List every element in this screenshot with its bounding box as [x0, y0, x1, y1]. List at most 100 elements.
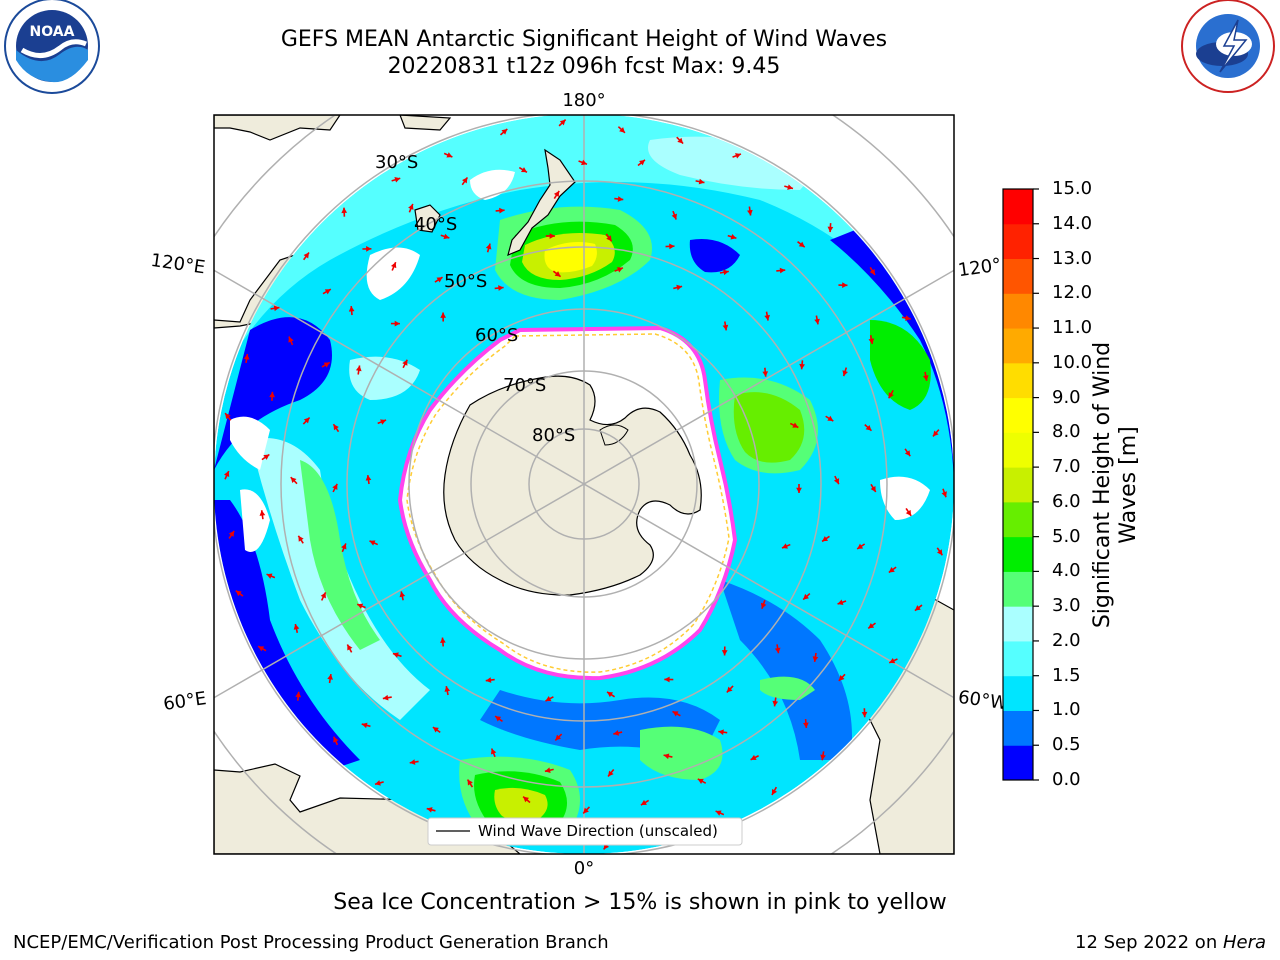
wave-arrow-head: [324, 289, 331, 295]
wave-arrow-head: [857, 543, 864, 549]
parallel-label-60s: 60°S: [475, 325, 518, 346]
wave-arrow-head: [327, 674, 333, 680]
wave-arrow-head: [382, 694, 389, 701]
wave-arrow-head: [868, 622, 875, 629]
wave-arrow-head: [498, 285, 504, 291]
colorbar-segment: [1003, 467, 1033, 503]
wave-arrow-head: [774, 647, 781, 654]
wave-arrow-head: [355, 365, 362, 372]
wave-arrow-head: [721, 650, 728, 656]
wave-arrow-head: [583, 807, 589, 814]
footer-date-text: 12 Sep 2022 on: [1075, 932, 1223, 953]
wave-arrow-head: [726, 686, 733, 693]
wave-arrow-head: [814, 318, 820, 325]
wave-arrow-head: [333, 736, 339, 743]
wave-arrow-head: [760, 602, 767, 609]
colorbar-segment: [1003, 223, 1033, 260]
wave-arrow-head: [796, 487, 802, 493]
wave-arrow-head: [671, 213, 678, 220]
wave-arrow-head: [904, 450, 911, 457]
meridian-label-120w: 120°: [957, 254, 1003, 281]
wave-arrow-head: [444, 686, 451, 692]
wave-arrow-head: [861, 711, 868, 718]
wave-arrow-head: [888, 392, 894, 399]
colorbar-segment: [1003, 675, 1033, 711]
colorbar-frame: [1002, 188, 1034, 781]
wave-arrow-head: [772, 700, 779, 707]
wave-arrow-head: [827, 226, 834, 233]
colorbar-segment: [1003, 362, 1033, 399]
wave-arrow-head: [369, 540, 376, 546]
wave-arrow-head: [723, 269, 729, 276]
wave-arrow-head: [235, 590, 242, 597]
new-zealand: [507, 148, 576, 257]
colorbar-tick-label: 11.0: [1052, 317, 1093, 339]
wave-arrow-head: [440, 637, 446, 644]
wave-arrow-head: [443, 233, 450, 240]
wave-arrow-head: [812, 656, 819, 662]
colorbar-title: Significant Height of Wind Waves [m]: [1090, 315, 1142, 655]
wave-arrow-head: [608, 770, 614, 777]
wave-arrow-head: [225, 413, 231, 420]
colorbar-tick-label: 1.5: [1052, 664, 1081, 686]
wave-arrow-head: [402, 359, 408, 366]
wave-arrow-head: [715, 810, 722, 816]
wave-arrow-head: [868, 338, 875, 345]
wave-arrow-head: [409, 759, 416, 765]
wave-arrow-head: [303, 252, 309, 259]
colorbar-segment: [1003, 710, 1033, 746]
wave-arrow-head: [341, 207, 348, 214]
wave-arrow-head: [223, 471, 230, 478]
wave-arrow-head: [263, 454, 270, 460]
meridian-label-0: 0°: [574, 858, 594, 879]
wave-arrow-head: [298, 535, 304, 542]
legend-label: Wind Wave Direction (unscaled): [478, 822, 718, 840]
wave-arrow-head: [833, 478, 840, 485]
wave-arrow-head: [787, 184, 793, 190]
wave-arrow-head: [730, 233, 737, 240]
wave-arrow-head: [490, 748, 497, 755]
wave-arrow-head: [941, 491, 947, 498]
colorbar-tick-label: 9.0: [1052, 386, 1081, 408]
wave-arrow-head: [842, 370, 848, 377]
sea-ice-note: Sea Ice Concentration > 15% is shown in …: [333, 890, 947, 915]
wave-arrow-head: [436, 277, 443, 283]
wind-wave-arrows: [223, 119, 947, 850]
colorbar-segment: [1003, 432, 1033, 468]
wave-arrow-head: [914, 605, 921, 611]
wave-arrow-head: [366, 246, 372, 252]
wave-arrow-head: [616, 267, 623, 273]
wave-arrow-head: [365, 475, 372, 481]
footer-host: Hera: [1222, 932, 1266, 953]
colorbar: [1003, 188, 1039, 781]
wave-arrow-head: [672, 711, 679, 717]
wave-arrow-head: [269, 391, 275, 398]
wave-arrow-head: [332, 483, 338, 490]
wave-arrow-head: [676, 284, 683, 291]
wave-arrow-head: [820, 754, 826, 761]
wave-arrow-head: [837, 599, 844, 605]
wave-arrow-head: [243, 354, 250, 360]
wave-arrow-head: [559, 119, 566, 126]
colorbar-tick-label: 8.0: [1052, 421, 1081, 443]
wave-arrow-head: [347, 644, 353, 651]
colorbar-tick-label: 3.0: [1052, 595, 1081, 617]
colorbar-segment: [1003, 501, 1033, 538]
chart-subtitle: 20220831 t12z 096h fcst Max: 9.45: [387, 54, 781, 79]
parallel-label-30s: 30°S: [375, 152, 418, 173]
wave-arrow-head: [792, 422, 799, 428]
wave-arrow-head: [722, 324, 729, 331]
wave-arrow-head: [581, 159, 587, 166]
wave-arrow-head: [798, 241, 805, 248]
map-frame: [213, 114, 955, 855]
wave-arrow-head: [607, 691, 614, 698]
wave-arrow-head: [228, 530, 235, 537]
colorbar-segment: [1003, 571, 1033, 607]
footer-credit: NCEP/EMC/Verification Post Processing Pr…: [13, 932, 609, 953]
wave-arrow-head: [446, 152, 453, 158]
wave-arrow-head: [303, 417, 310, 424]
colorbar-segment: [1003, 536, 1033, 572]
wave-arrow-head: [523, 796, 529, 803]
wave-arrow-head: [288, 336, 294, 343]
